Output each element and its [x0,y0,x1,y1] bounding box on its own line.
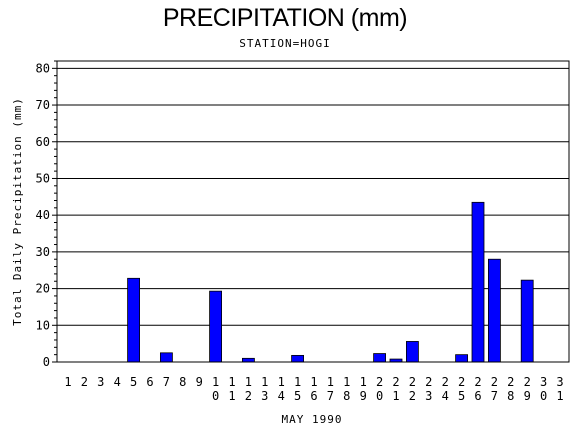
svg-text:7: 7 [163,375,170,389]
ytick-label-30: 30 [36,245,50,259]
y-tick-labels: 0 10 20 30 40 50 60 70 80 [36,61,50,369]
ytick-label-60: 60 [36,135,50,149]
svg-text:15: 15 [294,375,301,403]
svg-text:22: 22 [409,375,416,403]
bar-day-20 [373,353,387,363]
bar-day-27 [487,258,501,363]
svg-text:17: 17 [327,375,334,403]
ytick-label-0: 0 [43,355,50,369]
svg-text:9: 9 [196,375,203,389]
xtick-label-1: 1 [64,375,71,389]
ytick-label-80: 80 [36,61,50,75]
y-axis-title: Total Daily Precipitation (mm) [11,97,24,326]
bar-day-29 [520,279,534,363]
svg-text:31: 31 [556,375,563,403]
bar-day-5 [127,277,140,363]
svg-text:20: 20 [376,375,383,403]
svg-text:2: 2 [81,375,88,389]
svg-text:16: 16 [310,375,317,403]
svg-text:28: 28 [507,375,514,403]
ytick-label-50: 50 [36,171,50,185]
svg-text:30: 30 [540,375,547,403]
ytick-label-20: 20 [36,282,50,296]
bar-day-26 [471,201,485,363]
xtick-label-7: 7 [163,375,170,389]
svg-text:4: 4 [114,375,121,389]
svg-text:10: 10 [212,375,219,403]
chart-title: PRECIPITATION (mm) [162,4,408,32]
xtick-label-5: 5 [130,375,137,389]
bar-day-25 [455,354,469,363]
svg-text:25: 25 [458,375,465,403]
svg-text:6: 6 [146,375,153,389]
ytick-label-40: 40 [36,208,50,222]
bars [127,201,534,363]
svg-text:26: 26 [474,375,481,403]
svg-text:11: 11 [228,375,235,403]
x-tick-labels: 1 2 3 4 5 6 7 8 9 1 01 11 21 31 41 51 61 71 81 92 02 12 22 32 42… [64,375,563,403]
svg-text:14: 14 [278,375,285,403]
bar-day-12 [241,357,255,363]
xtick-label-8: 8 [179,375,186,389]
x-axis-title: MAY 1990 [282,413,343,426]
xtick-label-3: 3 [97,375,104,389]
bar-day-22 [405,341,419,363]
svg-text:3: 3 [97,375,104,389]
bar-day-10 [209,290,223,363]
xtick-label-9: 9 [196,375,203,389]
bar-day-7 [159,352,173,363]
svg-text:8: 8 [179,375,186,389]
svg-text:1: 1 [64,375,71,389]
xtick-label-2: 2 [81,375,88,389]
xtick-label-4: 4 [114,375,121,389]
ytick-label-10: 10 [36,318,50,332]
svg-text:21: 21 [392,375,399,403]
xtick-label-6: 6 [146,375,153,389]
bar-day-15 [291,354,305,363]
ytick-label-70: 70 [36,98,50,112]
svg-text:23: 23 [425,375,432,403]
chart-subtitle: STATION=HOGI [239,37,331,50]
svg-text:12: 12 [245,375,252,403]
svg-text:18: 18 [343,375,350,403]
svg-text:29: 29 [524,375,531,403]
svg-text:5: 5 [130,375,137,389]
svg-text:13: 13 [261,375,268,403]
svg-text:27: 27 [491,375,498,403]
svg-text:24: 24 [442,375,449,403]
svg-text:19: 19 [360,375,367,403]
plot-frame [56,60,570,363]
